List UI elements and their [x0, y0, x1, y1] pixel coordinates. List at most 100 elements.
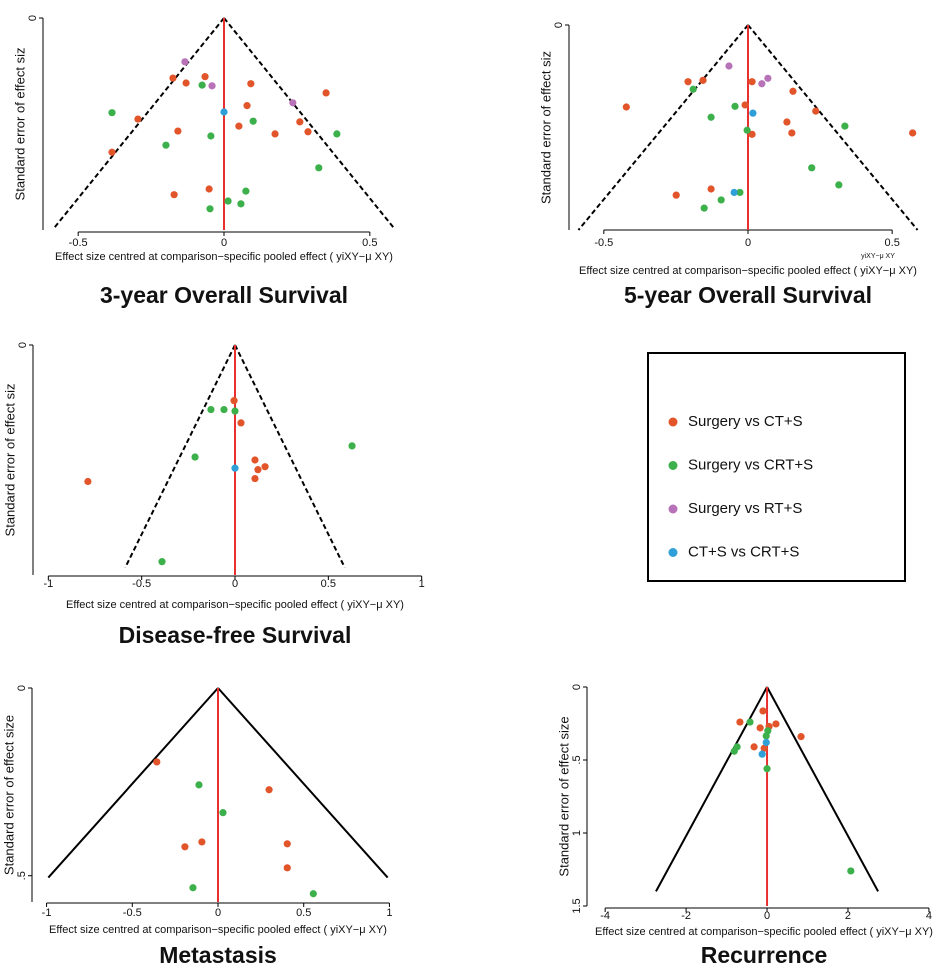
point — [208, 82, 216, 90]
point — [322, 89, 330, 97]
point — [231, 407, 239, 415]
point — [315, 164, 323, 172]
point — [841, 122, 849, 130]
y-tick-label: 0 — [27, 15, 39, 21]
point — [797, 733, 805, 741]
point — [772, 720, 780, 728]
point — [700, 204, 708, 212]
y-tick-label: 0 — [16, 685, 28, 691]
funnel-line — [217, 687, 389, 879]
point — [251, 474, 259, 483]
point — [207, 132, 215, 140]
point — [191, 453, 199, 461]
point — [231, 464, 239, 472]
point — [289, 99, 297, 107]
point — [808, 164, 816, 172]
point — [296, 118, 304, 126]
funnel-line — [54, 17, 225, 228]
point — [760, 744, 768, 752]
point — [746, 718, 754, 726]
point — [847, 867, 855, 875]
point — [304, 128, 312, 136]
point — [762, 732, 770, 740]
point — [707, 185, 715, 193]
legend-marker — [668, 548, 678, 557]
point — [730, 747, 738, 755]
x-tick-label: 0.5 — [362, 237, 377, 249]
point — [198, 81, 206, 89]
point — [249, 117, 257, 125]
point — [759, 707, 767, 715]
point — [206, 205, 214, 213]
x-tick-label: 0 — [221, 237, 227, 249]
y-tick-label: .5 — [571, 755, 583, 764]
y-axis-label: Standard error of effect size — [556, 716, 571, 876]
x-tick-label: -0.5 — [594, 237, 613, 249]
point — [835, 181, 843, 189]
point — [783, 118, 791, 126]
point — [237, 200, 245, 208]
point — [725, 62, 733, 70]
point — [622, 103, 630, 111]
point — [251, 456, 259, 464]
point — [748, 78, 756, 86]
funnel-line — [766, 686, 879, 892]
legend-label: Surgery vs CRT+S — [688, 456, 813, 473]
point — [108, 109, 116, 117]
y-tick-label: .5 — [16, 871, 28, 880]
x-tick-label: -0.5 — [123, 907, 142, 919]
chart-title: Recurrence — [701, 942, 828, 968]
x-tick-label: -0.5 — [132, 578, 151, 590]
point — [717, 196, 725, 204]
x-tick-label: 1 — [419, 578, 425, 590]
funnel-line — [234, 344, 346, 569]
x-axis-label: Effect size centred at comparison−specif… — [55, 251, 393, 263]
point — [756, 724, 764, 732]
point — [169, 74, 177, 82]
point — [762, 738, 770, 747]
point — [181, 843, 189, 851]
point — [189, 884, 197, 892]
point — [283, 840, 291, 848]
point — [174, 127, 182, 135]
x-axis-label: Effect size centred at comparison−specif… — [579, 265, 917, 277]
chart-title: Disease-free Survival — [119, 622, 352, 648]
point — [108, 148, 116, 156]
chart-title: 3-year Overall Survival — [100, 282, 348, 308]
funnel-line — [124, 344, 236, 569]
point — [758, 80, 766, 88]
point — [684, 78, 692, 86]
point — [220, 108, 228, 116]
point — [764, 74, 772, 82]
point — [788, 129, 796, 137]
y-tick-label: 0 — [553, 22, 565, 28]
funnel-line — [47, 687, 219, 879]
point — [689, 85, 697, 93]
point — [230, 397, 238, 405]
y-axis-label: Standard error of effect siz — [2, 384, 17, 537]
legend-marker — [668, 417, 678, 427]
point — [195, 781, 203, 789]
legend-label: Surgery vs RT+S — [688, 500, 802, 517]
point — [237, 419, 245, 427]
funnel-line — [655, 686, 768, 892]
point — [812, 107, 820, 115]
point — [162, 141, 170, 149]
chart-title: Metastasis — [159, 942, 277, 968]
point — [201, 73, 209, 81]
x-tick-label: -4 — [600, 910, 610, 922]
x-tick-label: 0 — [232, 578, 238, 590]
chart-title: 5-year Overall Survival — [624, 282, 872, 308]
x-tick-label: 1 — [386, 907, 392, 919]
funnel-line — [223, 17, 394, 228]
x-tick-label: 2 — [845, 910, 851, 922]
x-tick-label: 0.5 — [885, 237, 900, 249]
point — [789, 87, 797, 95]
y-tick-label: 0 — [571, 684, 583, 690]
annotation: yiXY−μ XY — [861, 253, 895, 260]
x-axis-label: Effect size centred at comparison−specif… — [49, 924, 387, 936]
point — [748, 130, 756, 138]
point — [235, 122, 243, 130]
point — [348, 442, 356, 450]
